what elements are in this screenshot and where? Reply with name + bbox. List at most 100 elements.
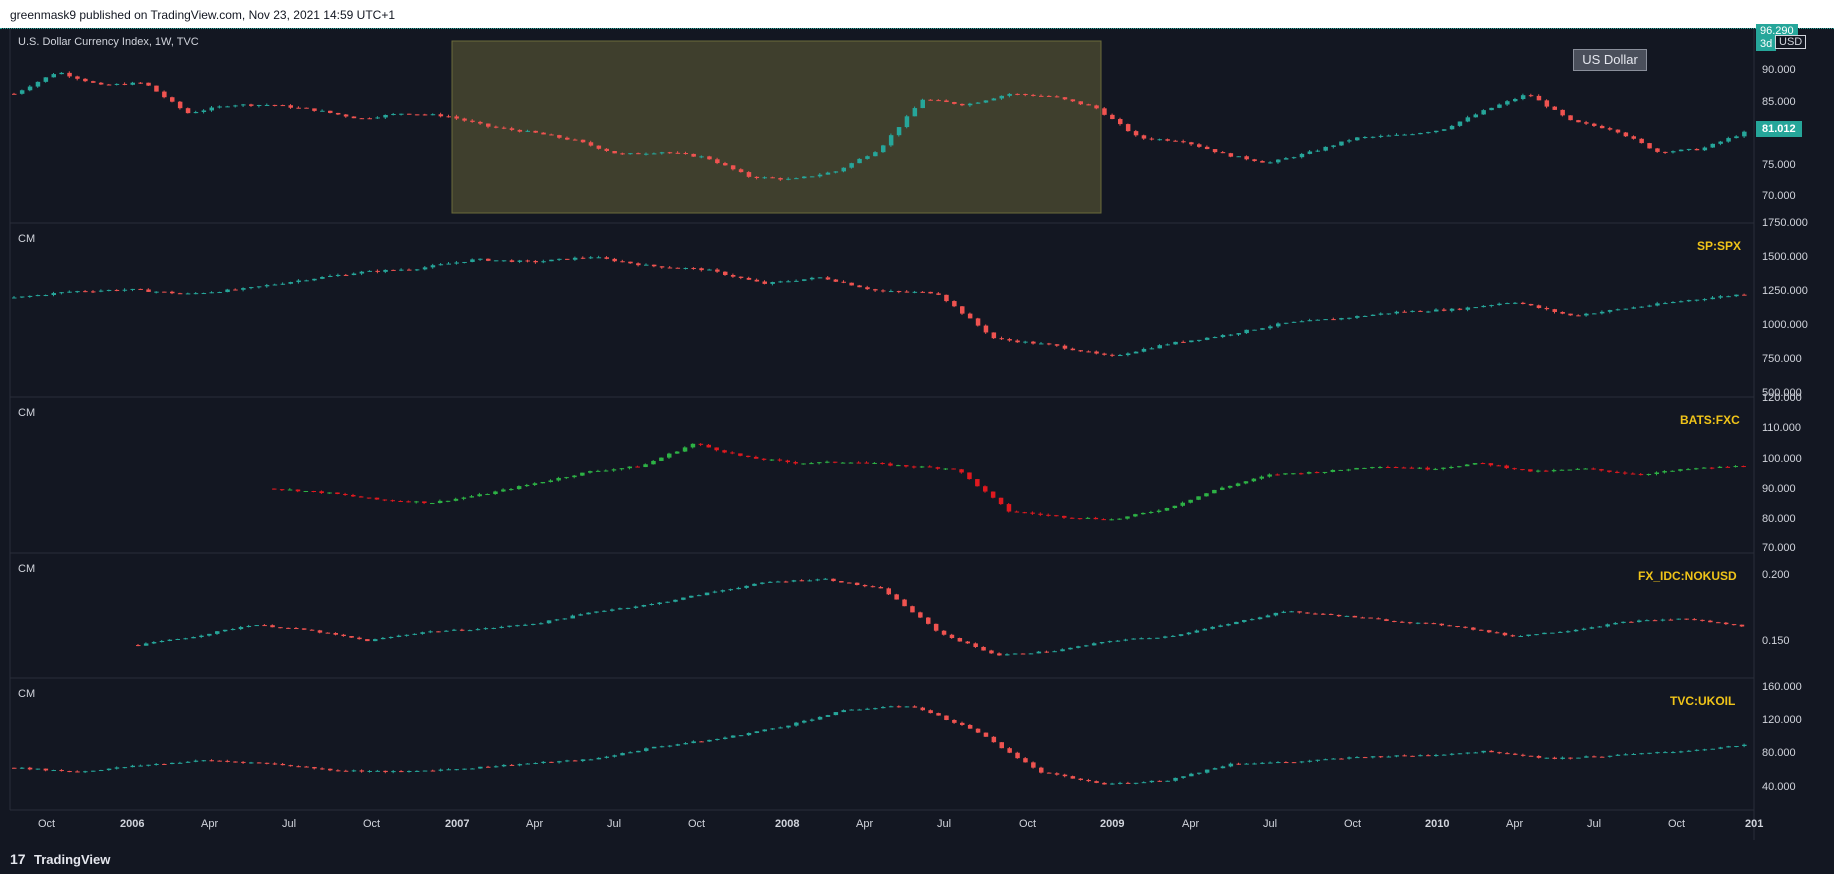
symbol-spx[interactable]: SP:SPX (1697, 239, 1742, 253)
candle-body (761, 458, 767, 460)
candle-body (603, 470, 609, 472)
candle-body (794, 178, 799, 180)
tradingview-logo-icon[interactable]: 17 (10, 851, 26, 867)
candle-body (272, 488, 277, 490)
candle-body (525, 763, 530, 765)
time-tick: 2009 (1100, 818, 1125, 830)
candle-body (1497, 752, 1502, 754)
candle-body (1007, 748, 1012, 753)
time-tick: Apr (856, 818, 874, 830)
candle-body (588, 759, 594, 761)
candle-body (927, 466, 933, 468)
currency-badge[interactable]: USD (1775, 35, 1807, 49)
candle-body (967, 313, 973, 319)
candle-body (651, 264, 657, 267)
candle-body (1629, 621, 1634, 623)
candle-body (1102, 353, 1107, 355)
candle-body (1164, 508, 1170, 511)
candle-body (1260, 328, 1265, 330)
candle-body (715, 738, 720, 740)
candle-body (296, 107, 301, 109)
candle-body (799, 580, 805, 582)
candle-body (1086, 104, 1091, 106)
candle-body (222, 629, 228, 632)
candle-body (1671, 151, 1676, 153)
candle-body (383, 269, 388, 272)
candle-body (67, 72, 72, 77)
candle-body (272, 284, 278, 286)
candle-body (1099, 642, 1105, 644)
candle-body (1449, 467, 1454, 469)
highlight-region[interactable] (451, 40, 1102, 214)
candle-body (343, 770, 349, 772)
candle-body (933, 623, 939, 631)
time-tick: Jul (282, 818, 297, 830)
time-tick: Oct (363, 818, 381, 830)
symbol-fxc[interactable]: BATS:FXC (1680, 413, 1740, 427)
candle-body (644, 748, 649, 751)
candle-body (862, 585, 868, 587)
candle-body (114, 83, 120, 85)
candle-body (51, 770, 56, 772)
candle-body (1647, 143, 1652, 149)
candle-body (1218, 625, 1223, 627)
candle-body (825, 172, 831, 175)
candle-body (1670, 470, 1675, 472)
candle-body (864, 462, 869, 464)
candle-body (738, 453, 743, 456)
candle-body (43, 768, 49, 771)
candle-body (106, 768, 112, 771)
candle-body (238, 627, 244, 630)
candle-body (706, 444, 711, 448)
candle-body (620, 261, 625, 263)
candle-body (1615, 129, 1621, 133)
candle-body (501, 489, 506, 492)
candle-body (944, 715, 949, 720)
time-tick: Oct (688, 818, 706, 830)
candle-body (1663, 303, 1668, 305)
candle-body (620, 153, 625, 155)
candle-body (1520, 469, 1525, 471)
candle-body (517, 260, 523, 262)
candle-body (154, 763, 159, 765)
candle-body (636, 263, 641, 266)
candle-body (177, 293, 183, 295)
candle-body (770, 282, 775, 284)
candle-body (580, 759, 586, 761)
candle-body (241, 104, 246, 106)
candle-body (98, 290, 104, 292)
candle-body (296, 280, 301, 283)
candle-body (1607, 755, 1613, 757)
candle-body (1268, 762, 1273, 764)
candle-body (365, 639, 370, 642)
candle-body (509, 764, 515, 766)
candle-body (1157, 345, 1162, 349)
candle-body (1315, 319, 1320, 321)
candle-body (1415, 622, 1421, 624)
candle-body (1299, 153, 1305, 158)
time-tick: Oct (1019, 818, 1037, 830)
candle-body (1336, 614, 1342, 617)
tradingview-brand[interactable]: TradingView (34, 852, 111, 867)
us-dollar-annotation[interactable]: US Dollar (1573, 49, 1647, 71)
candle-body (1584, 313, 1589, 316)
candle-body (359, 770, 365, 772)
candle-body (1149, 138, 1155, 140)
candle-body (533, 260, 538, 263)
candle-body (817, 174, 823, 177)
candle-body (1157, 139, 1162, 141)
candle-body (1543, 470, 1549, 472)
chart-canvas[interactable] (0, 0, 1834, 844)
symbol-ukoil[interactable]: TVC:UKOIL (1670, 694, 1736, 708)
candle-body (177, 101, 183, 109)
candle-body (1260, 762, 1265, 764)
candle-body (414, 269, 420, 271)
candle-body (1244, 156, 1249, 160)
symbol-nokusd[interactable]: FX_IDC:NOKUSD (1638, 569, 1737, 583)
candle-body (1234, 621, 1239, 625)
candle-body (404, 634, 410, 636)
candle-body (1701, 467, 1707, 469)
candle-body (1362, 315, 1368, 317)
candle-body (1299, 321, 1305, 323)
candle-body (667, 745, 673, 747)
